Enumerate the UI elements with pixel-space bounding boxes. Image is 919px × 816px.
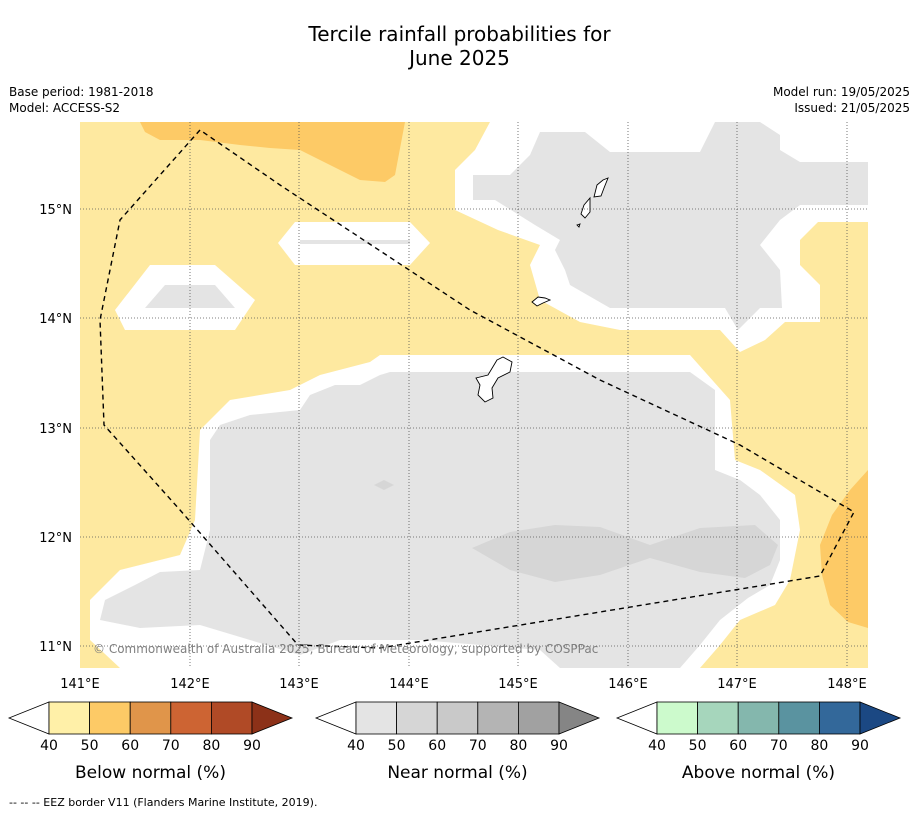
- title-line-1: Tercile rainfall probabilities for: [308, 22, 611, 46]
- meta-left: Base period: 1981-2018 Model: ACCESS-S2: [9, 84, 154, 116]
- colorbar-extend-low: [7, 701, 50, 735]
- lat-tick-label: 12°N: [39, 531, 72, 546]
- colorbars: 40 50 60 70 80 90 Below normal (%) 40 50 60 70 80 90…: [7, 701, 902, 783]
- lat-tick-label: 11°N: [39, 640, 72, 655]
- lon-tick-label: 142°E: [170, 677, 210, 692]
- colorbar-tick-label: 40: [648, 738, 666, 754]
- colorbar-tick-label: 90: [550, 738, 568, 754]
- copyright-text: © Commonwealth of Australia 2025, Bureau…: [93, 642, 598, 656]
- longitude-tick-labels: 141°E 142°E 143°E 144°E 145°E 146°E 147°E 148°E: [60, 677, 867, 692]
- lon-tick-label: 147°E: [717, 677, 757, 692]
- colorbar-title: Near normal (%): [387, 763, 527, 783]
- colorbar-cell: [819, 701, 861, 735]
- colorbar-cell: [396, 701, 438, 735]
- map-panel: [80, 122, 868, 668]
- below-normal-50-patch-east: [820, 470, 868, 628]
- colorbar-cell: [737, 701, 780, 735]
- colorbar-cell: [210, 701, 253, 735]
- lon-tick-label: 146°E: [608, 677, 648, 692]
- colorbar-cell: [129, 701, 172, 735]
- colorbar-cell: [697, 701, 739, 735]
- colorbar-3: 40 50 60 70 80 90 Above normal (%): [615, 701, 902, 783]
- colorbar-extend-high: [859, 701, 902, 735]
- model-run: Model run: 19/05/2025: [772, 85, 910, 99]
- colorbar-cell: [436, 701, 479, 735]
- near-normal-40-north-small: [300, 240, 410, 244]
- colorbar-tick-label: 70: [770, 738, 788, 754]
- colorbar-tick-label: 80: [509, 738, 527, 754]
- eez-footnote: -- -- -- EEZ border V11 (Flanders Marine…: [9, 796, 318, 809]
- island-aguijan: [576, 223, 581, 228]
- island-rota: [531, 296, 552, 307]
- colorbar-extend-high: [558, 701, 601, 735]
- colorbar-tick-label: 90: [243, 738, 261, 754]
- colorbar-tick-label: 70: [469, 738, 487, 754]
- lat-tick-label: 13°N: [39, 422, 72, 437]
- model-name: Model: ACCESS-S2: [9, 101, 121, 115]
- colorbar-tick-label: 50: [81, 738, 99, 754]
- eez-border: [99, 129, 855, 649]
- lon-tick-label: 148°E: [827, 677, 867, 692]
- island-tinian: [580, 196, 591, 219]
- colorbar-tick-label: 80: [810, 738, 828, 754]
- colorbar-extend-high: [251, 701, 294, 735]
- colorbar-tick-label: 80: [202, 738, 220, 754]
- colorbar-cell: [656, 701, 698, 735]
- near-normal-40-northeast: [473, 122, 868, 330]
- colorbar-tick-label: 50: [388, 738, 406, 754]
- gridlines: [80, 122, 868, 668]
- colorbar-tick-label: 90: [851, 738, 869, 754]
- island-saipan: [593, 177, 609, 198]
- colorbar-tick-label: 50: [689, 738, 707, 754]
- map-title: Tercile rainfall probabilities for June …: [0, 22, 919, 70]
- meta-right: Model run: 19/05/2025 Issued: 21/05/2025: [773, 84, 910, 116]
- latitude-tick-labels: 15°N 14°N 13°N 12°N 11°N: [39, 203, 72, 655]
- colorbar-cell: [355, 701, 397, 735]
- lon-tick-label: 141°E: [60, 677, 100, 692]
- colorbar-1: 40 50 60 70 80 90 Below normal (%): [7, 701, 294, 783]
- colorbar-tick-label: 70: [162, 738, 180, 754]
- lon-tick-label: 143°E: [279, 677, 319, 692]
- base-period: Base period: 1981-2018: [9, 85, 154, 99]
- colorbar-tick-label: 60: [121, 738, 139, 754]
- colorbar-cell: [48, 701, 90, 735]
- lon-tick-label: 144°E: [389, 677, 429, 692]
- colorbar-tick-label: 60: [729, 738, 747, 754]
- colorbar-tick-label: 40: [347, 738, 365, 754]
- colorbar-cell: [170, 701, 212, 735]
- near-normal-50-patch: [472, 525, 778, 582]
- colorbar-cell: [89, 701, 131, 735]
- title-line-2: June 2025: [409, 46, 510, 70]
- colorbar-tick-label: 40: [40, 738, 58, 754]
- lon-tick-label: 145°E: [498, 677, 538, 692]
- colorbar-cell: [518, 701, 560, 735]
- island-guam: [475, 356, 513, 403]
- colorbar-2: 40 50 60 70 80 90 Near normal (%): [314, 701, 601, 783]
- colorbar-cell: [778, 701, 820, 735]
- near-normal-50-speck: [374, 480, 394, 490]
- below-normal-50-patch-north: [140, 122, 405, 182]
- near-normal-40-south: [100, 372, 780, 668]
- lat-tick-label: 14°N: [39, 312, 72, 327]
- colorbar-cell: [477, 701, 519, 735]
- lat-tick-label: 15°N: [39, 203, 72, 218]
- issued-date: Issued: 21/05/2025: [794, 101, 910, 115]
- coastlines: [475, 177, 609, 403]
- colorbar-title: Below normal (%): [75, 763, 226, 783]
- colorbar-extend-low: [314, 701, 357, 735]
- colorbar-extend-low: [615, 701, 658, 735]
- colorbar-title: Above normal (%): [682, 763, 835, 783]
- colorbar-tick-label: 60: [428, 738, 446, 754]
